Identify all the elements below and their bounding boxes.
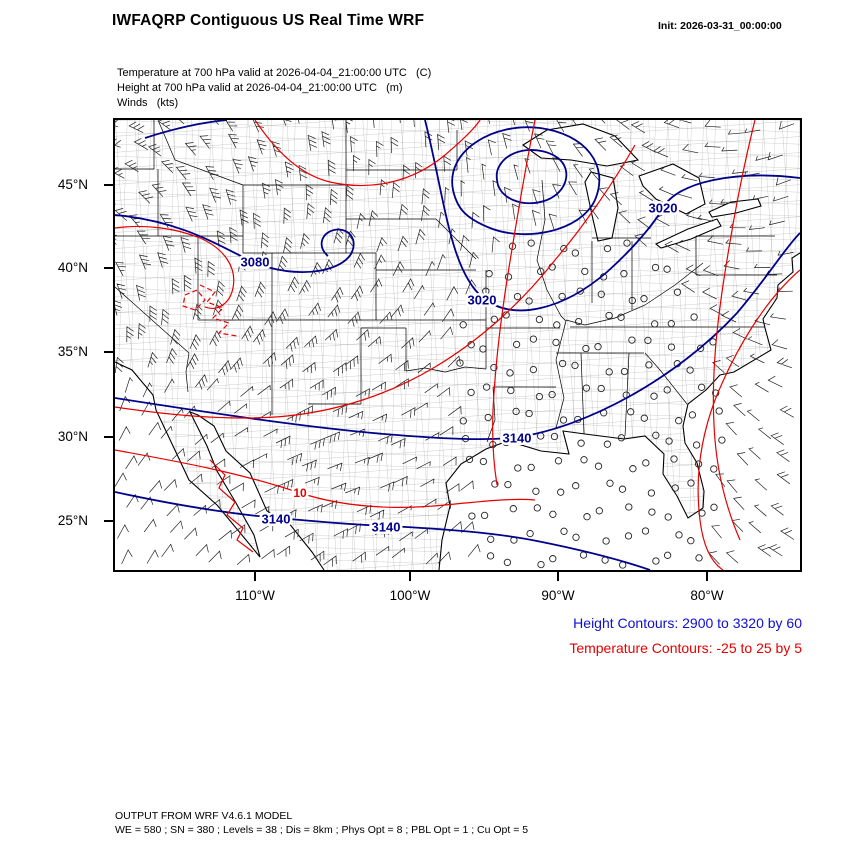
height-contours [115, 120, 800, 570]
great-lakes [522, 123, 762, 249]
lat-axis-label: 25°N [57, 513, 88, 528]
temperature-contour-label: 10 [293, 486, 307, 500]
lat-axis-label: 40°N [57, 260, 88, 275]
lon-axis-label: 90°W [541, 588, 575, 603]
lat-axis-label: 35°N [57, 344, 88, 359]
lon-axis-tick [254, 572, 256, 581]
weather-map-svg: 3020 3020 3140 3140 3140 3080 10 [115, 120, 800, 570]
init-timestamp: Init: 2026-03-31_00:00:00 [658, 20, 782, 32]
footer-config-line: WE = 580 ; SN = 380 ; Levels = 38 ; Dis … [115, 824, 529, 836]
field-line-height: Height at 700 hPa valid at 2026-04-04_21… [117, 82, 403, 94]
lon-axis-label: 110°W [235, 588, 275, 603]
lon-axis-label: 80°W [690, 588, 724, 603]
height-contour-label: 3140 [262, 512, 291, 527]
county-texture [115, 120, 800, 570]
wind-barbs-layer [115, 120, 795, 569]
weather-map: 3020 3020 3140 3140 3140 3080 10 [113, 118, 802, 572]
height-contour-label: 3140 [372, 520, 401, 535]
field-line-winds: Winds (kts) [117, 97, 179, 109]
lat-axis-tick [104, 184, 113, 186]
height-contour-label: 3020 [468, 293, 497, 308]
contour-labels: 3020 3020 3140 3140 3140 3080 10 [238, 198, 680, 537]
lat-axis-label: 45°N [57, 177, 88, 192]
lat-axis-tick [104, 520, 113, 522]
lon-axis-tick [557, 572, 559, 581]
height-contour-label: 3140 [503, 431, 532, 446]
lat-axis-label: 30°N [57, 429, 88, 444]
legend-temperature-contours: Temperature Contours: -25 to 25 by 5 [569, 640, 802, 656]
field-line-temperature: Temperature at 700 hPa valid at 2026-04-… [117, 67, 432, 79]
footer-model-line: OUTPUT FROM WRF V4.6.1 MODEL [115, 810, 293, 822]
legend-height-contours: Height Contours: 2900 to 3320 by 60 [573, 615, 802, 631]
lat-axis-tick [104, 436, 113, 438]
lon-axis-tick [706, 572, 708, 581]
lat-axis-tick [104, 267, 113, 269]
lat-axis-tick [104, 351, 113, 353]
temperature-contours [115, 120, 800, 570]
height-contour-label: 3080 [241, 255, 270, 270]
height-contour-label: 3020 [649, 201, 678, 216]
state-borders [115, 120, 777, 443]
lon-axis-label: 100°W [389, 588, 431, 603]
lon-axis-tick [409, 572, 411, 581]
page-title: IWFAQRP Contiguous US Real Time WRF [112, 12, 425, 29]
